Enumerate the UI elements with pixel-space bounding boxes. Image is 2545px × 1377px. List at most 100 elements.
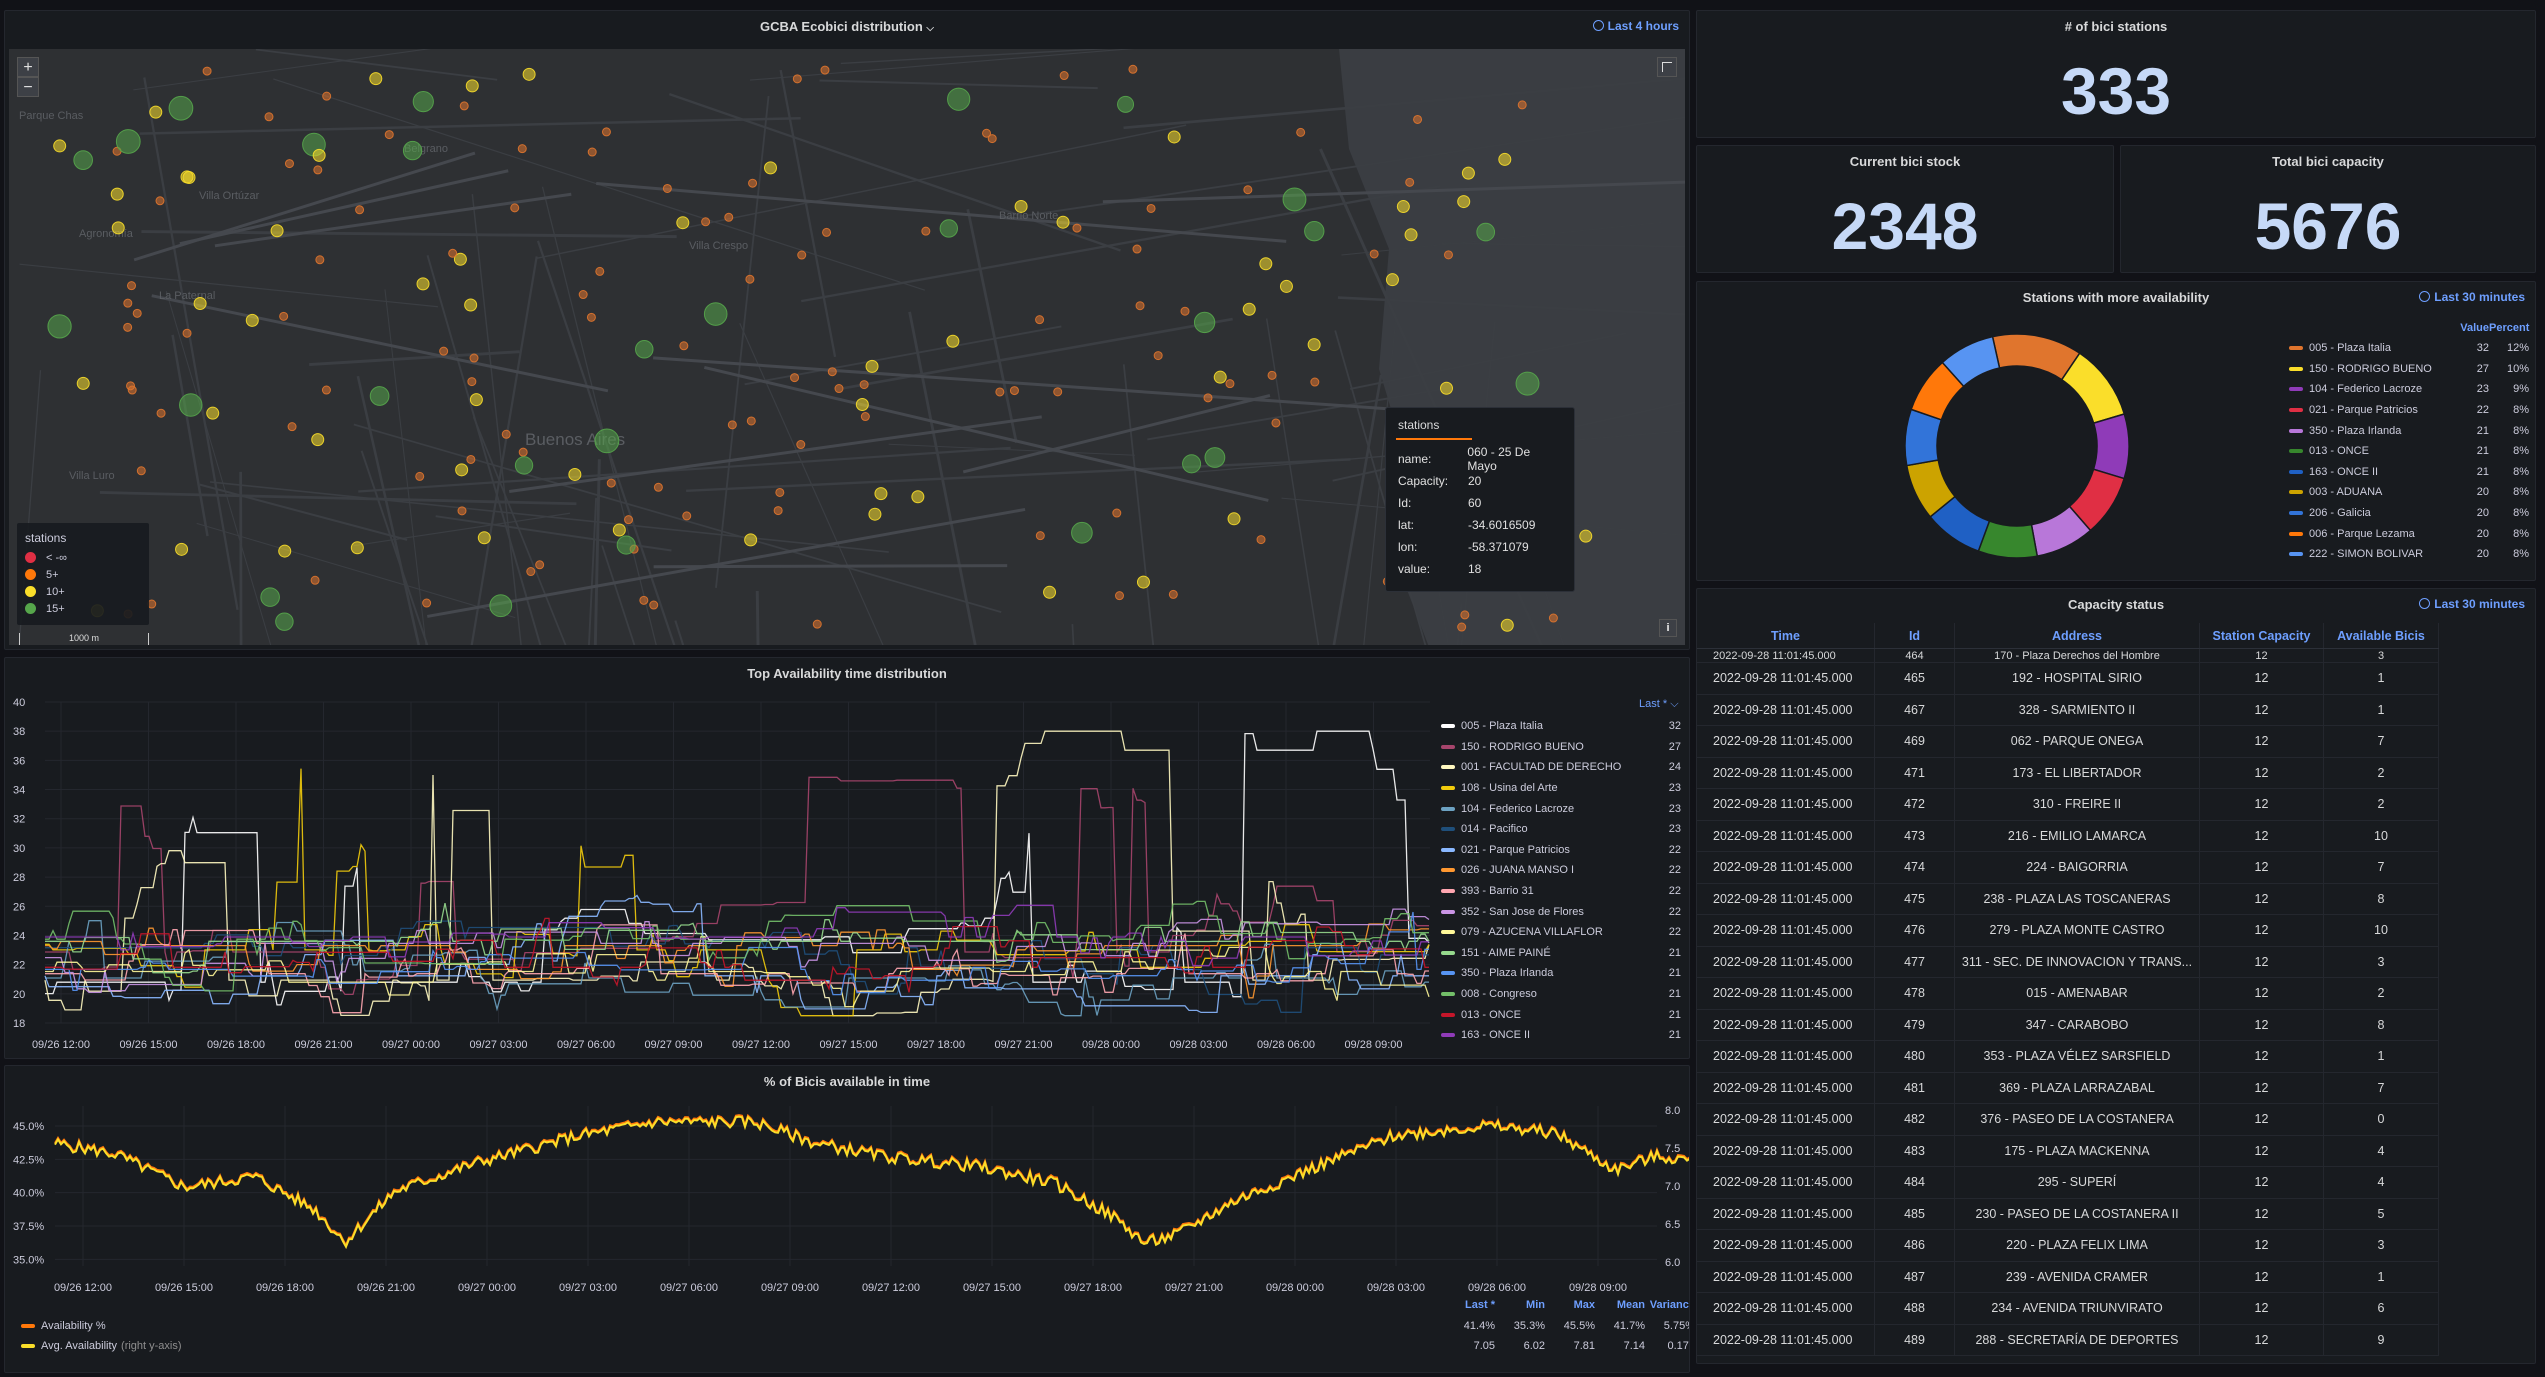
station-marker[interactable]	[422, 598, 432, 608]
station-marker[interactable]	[724, 212, 734, 222]
station-marker[interactable]	[1168, 589, 1178, 599]
station-marker[interactable]	[1135, 301, 1145, 311]
table-row[interactable]: 2022-09-28 11:01:45.000 475 238 - PLAZA LA…	[1697, 883, 2439, 915]
station-marker[interactable]	[284, 159, 294, 169]
series-line[interactable]	[45, 924, 1429, 1014]
station-marker[interactable]	[775, 487, 785, 497]
station-marker[interactable]	[469, 393, 483, 407]
station-marker[interactable]	[746, 416, 756, 426]
station-marker[interactable]	[792, 74, 802, 84]
donut-legend-item[interactable]: 150 - RODRIGO BUENO 27 10%	[2289, 359, 2529, 380]
series-line[interactable]	[45, 911, 1429, 996]
station-marker[interactable]	[526, 567, 536, 577]
station-marker[interactable]	[1242, 302, 1256, 316]
station-marker[interactable]	[860, 412, 870, 422]
station-marker[interactable]	[182, 328, 192, 338]
station-marker[interactable]	[402, 140, 423, 161]
pct-legend-item[interactable]: Avg. Availability (right y-axis) 7.05 6.02 7…	[21, 1336, 1689, 1356]
donut-col-percent[interactable]: Percent	[2489, 322, 2530, 334]
station-marker[interactable]	[911, 490, 925, 504]
station-marker[interactable]	[518, 447, 528, 457]
station-marker[interactable]	[115, 129, 141, 154]
donut-legend-item[interactable]: 350 - Plaza Irlanda 21 8%	[2289, 420, 2529, 441]
station-marker[interactable]	[535, 560, 545, 570]
station-marker[interactable]	[612, 523, 626, 537]
station-marker[interactable]	[1515, 371, 1540, 396]
station-marker[interactable]	[745, 274, 755, 284]
station-marker[interactable]	[1457, 622, 1467, 632]
station-marker[interactable]	[1517, 100, 1527, 110]
top-legend-item[interactable]: 005 - Plaza Italia 32	[1441, 716, 1681, 737]
station-marker[interactable]	[995, 387, 1005, 397]
station-marker[interactable]	[127, 281, 137, 291]
station-marker[interactable]	[1271, 418, 1281, 428]
station-marker[interactable]	[1413, 114, 1423, 124]
station-marker[interactable]	[1282, 187, 1307, 212]
table-row[interactable]: 2022-09-28 11:01:45.000 484 295 - SUPERÍ 12…	[1697, 1167, 2439, 1199]
station-marker[interactable]	[1132, 244, 1142, 254]
top-legend-header[interactable]: Last * ⌵	[1639, 698, 1679, 710]
station-marker[interactable]	[1498, 152, 1512, 166]
station-marker[interactable]	[947, 87, 971, 111]
station-marker[interactable]	[469, 353, 479, 363]
station-marker[interactable]	[322, 91, 332, 101]
info-icon[interactable]: i	[1659, 619, 1677, 637]
table-row[interactable]: 2022-09-28 11:01:45.000 480 353 - PLAZA VÉ…	[1697, 1041, 2439, 1073]
station-marker[interactable]	[727, 420, 737, 430]
station-marker[interactable]	[312, 148, 326, 162]
station-marker[interactable]	[76, 376, 90, 390]
table-row[interactable]: 2022-09-28 11:01:45.000 476 279 - PLAZA MO…	[1697, 915, 2439, 947]
station-marker[interactable]	[1500, 618, 1514, 632]
top-legend-item[interactable]: 150 - RODRIGO BUENO 27	[1441, 737, 1681, 758]
donut-legend-item[interactable]: 006 - Parque Lezama 20 8%	[2289, 523, 2529, 544]
station-marker[interactable]	[73, 150, 93, 170]
table-row[interactable]: 2022-09-28 11:01:45.000 488 234 - AVENIDA …	[1697, 1293, 2439, 1325]
station-marker[interactable]	[578, 290, 588, 300]
station-marker[interactable]	[601, 127, 611, 137]
station-marker[interactable]	[834, 384, 844, 394]
station-marker[interactable]	[822, 227, 832, 237]
station-marker[interactable]	[126, 381, 136, 391]
series-line[interactable]	[45, 900, 1429, 992]
pct-stat-col-header[interactable]: Min	[1526, 1299, 1545, 1311]
donut-chart[interactable]	[1867, 316, 2167, 576]
station-marker[interactable]	[510, 203, 520, 213]
avg-availability-line[interactable]	[54, 1115, 1690, 1250]
top-availability-chart[interactable]: 40 38 36 34 32 30 28 26 24 22 20 18 09/26 12:00 09/26…	[5, 658, 1435, 1053]
station-marker[interactable]	[278, 544, 292, 558]
station-marker[interactable]	[1059, 71, 1069, 81]
station-marker[interactable]	[355, 205, 365, 215]
table-row[interactable]: 2022-09-28 11:01:45.000 486 220 - PLAZA FE…	[1697, 1230, 2439, 1262]
station-marker[interactable]	[679, 341, 689, 351]
station-marker[interactable]	[764, 161, 778, 175]
station-marker[interactable]	[606, 478, 616, 488]
station-marker[interactable]	[587, 147, 597, 157]
top-legend-item[interactable]: 008 - Congreso 21	[1441, 984, 1681, 1005]
station-marker[interactable]	[946, 334, 960, 348]
station-marker[interactable]	[287, 422, 297, 432]
table-row[interactable]: 2022-09-28 11:01:45.000 483 175 - PLAZA MA…	[1697, 1135, 2439, 1167]
station-marker[interactable]	[123, 322, 133, 332]
top-legend-item[interactable]: 021 - Parque Patricios 22	[1441, 840, 1681, 861]
station-marker[interactable]	[1213, 370, 1227, 384]
station-marker[interactable]	[1117, 95, 1135, 113]
station-marker[interactable]	[1114, 591, 1124, 601]
donut-legend-item[interactable]: 104 - Federico Lacroze 23 9%	[2289, 379, 2529, 400]
series-line[interactable]	[45, 768, 1430, 1017]
zoom-out-button[interactable]: −	[17, 77, 39, 97]
station-marker[interactable]	[1136, 575, 1150, 589]
station-marker[interactable]	[110, 187, 124, 201]
series-line[interactable]	[45, 904, 1429, 967]
station-marker[interactable]	[310, 575, 320, 585]
station-marker[interactable]	[1405, 177, 1415, 187]
station-marker[interactable]	[744, 533, 758, 547]
station-marker[interactable]	[865, 359, 879, 373]
station-marker[interactable]	[1476, 222, 1496, 242]
table-row[interactable]: 2022-09-28 11:01:45.000 487 239 - AVENIDA …	[1697, 1261, 2439, 1293]
map-time-range[interactable]: Last 4 hours	[1592, 19, 1679, 33]
station-marker[interactable]	[616, 535, 636, 555]
station-marker[interactable]	[193, 296, 207, 310]
station-marker[interactable]	[676, 216, 690, 230]
station-marker[interactable]	[1369, 249, 1379, 259]
station-marker[interactable]	[168, 95, 194, 121]
